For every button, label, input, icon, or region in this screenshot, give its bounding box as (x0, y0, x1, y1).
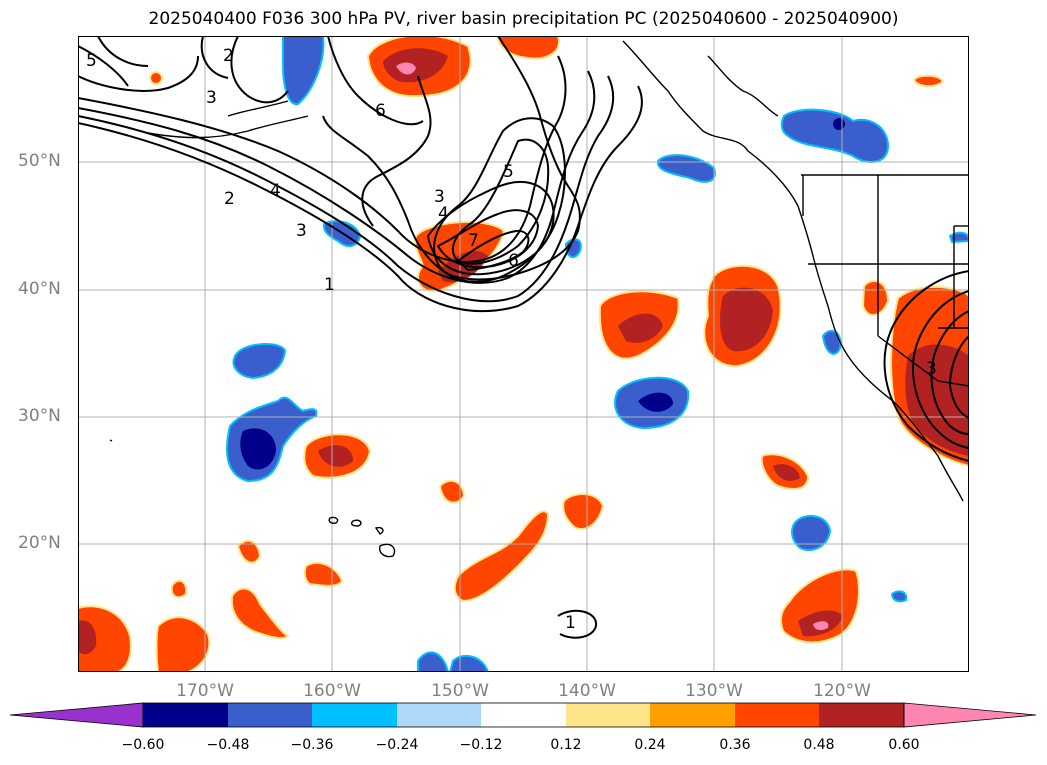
colorbar-tick: −0.12 (459, 737, 503, 753)
colorbar (10, 702, 1037, 728)
pv-contours (78, 36, 969, 639)
contour-label: 5 (86, 51, 97, 71)
colorbar-tick: 0.24 (634, 737, 666, 753)
contour-label: 6 (375, 101, 386, 121)
colorbar-bin (143, 703, 228, 727)
colorbar-tick: −0.48 (206, 737, 250, 753)
map-panel: 5 2 3 6 4 2 3 1 3 4 5 7 6 3 1 (78, 36, 969, 672)
lat-label-50n: 50°N (18, 151, 61, 171)
negative-precip-anomalies (226, 36, 969, 672)
colorbar-tick: 0.48 (803, 737, 835, 753)
coastlines (109, 40, 969, 558)
contour-label: 5 (503, 162, 514, 182)
colorbar-bin (228, 703, 312, 727)
positive-precip-anomalies (78, 36, 969, 672)
lon-label-160w: 160°W (303, 681, 361, 701)
lat-label-20n: 20°N (18, 533, 61, 553)
colorbar-tick: 0.60 (888, 737, 920, 753)
colorbar-bin (650, 703, 735, 727)
contour-label: 4 (270, 181, 281, 201)
colorbar-tick: −0.60 (121, 737, 165, 753)
map-border (78, 36, 969, 672)
contour-label: 6 (508, 251, 519, 271)
map-title: 2025040400 F036 300 hPa PV, river basin … (148, 9, 899, 29)
graticule (78, 36, 969, 672)
colorbar-tick: −0.24 (375, 737, 419, 753)
lat-label-30n: 30°N (18, 406, 61, 426)
colorbar-bin (312, 703, 397, 727)
colorbar-tick: 0.36 (719, 737, 751, 753)
contour-label: 3 (206, 88, 217, 108)
contour-label: 3 (434, 187, 445, 207)
colorbar-bin (735, 703, 819, 727)
colorbar-bin (481, 703, 566, 727)
colorbar-bin (819, 703, 904, 727)
colorbar-bin (566, 703, 650, 727)
contour-label: 1 (565, 613, 576, 633)
colorbar-max-extension (903, 702, 1037, 728)
contour-label: 1 (324, 275, 335, 295)
colorbar-tick: 0.12 (550, 737, 582, 753)
contour-label: 4 (438, 204, 449, 224)
contour-label: 2 (224, 189, 235, 209)
lon-label-170w: 170°W (176, 681, 234, 701)
contour-label: 3 (296, 221, 307, 241)
lon-label-150w: 150°W (431, 681, 489, 701)
contour-label-group: 5 2 3 6 4 2 3 1 3 4 5 7 6 3 1 (86, 46, 937, 633)
contour-label: 3 (926, 359, 937, 379)
contour-label: 2 (223, 46, 234, 66)
lon-label-140w: 140°W (558, 681, 616, 701)
colorbar-min-extension (10, 702, 144, 728)
lon-label-120w: 120°W (813, 681, 871, 701)
contour-label: 7 (468, 231, 479, 251)
lon-label-130w: 130°W (685, 681, 743, 701)
colorbar-bin (397, 703, 481, 727)
colorbar-tick: −0.36 (290, 737, 334, 753)
lat-label-40n: 40°N (18, 279, 61, 299)
